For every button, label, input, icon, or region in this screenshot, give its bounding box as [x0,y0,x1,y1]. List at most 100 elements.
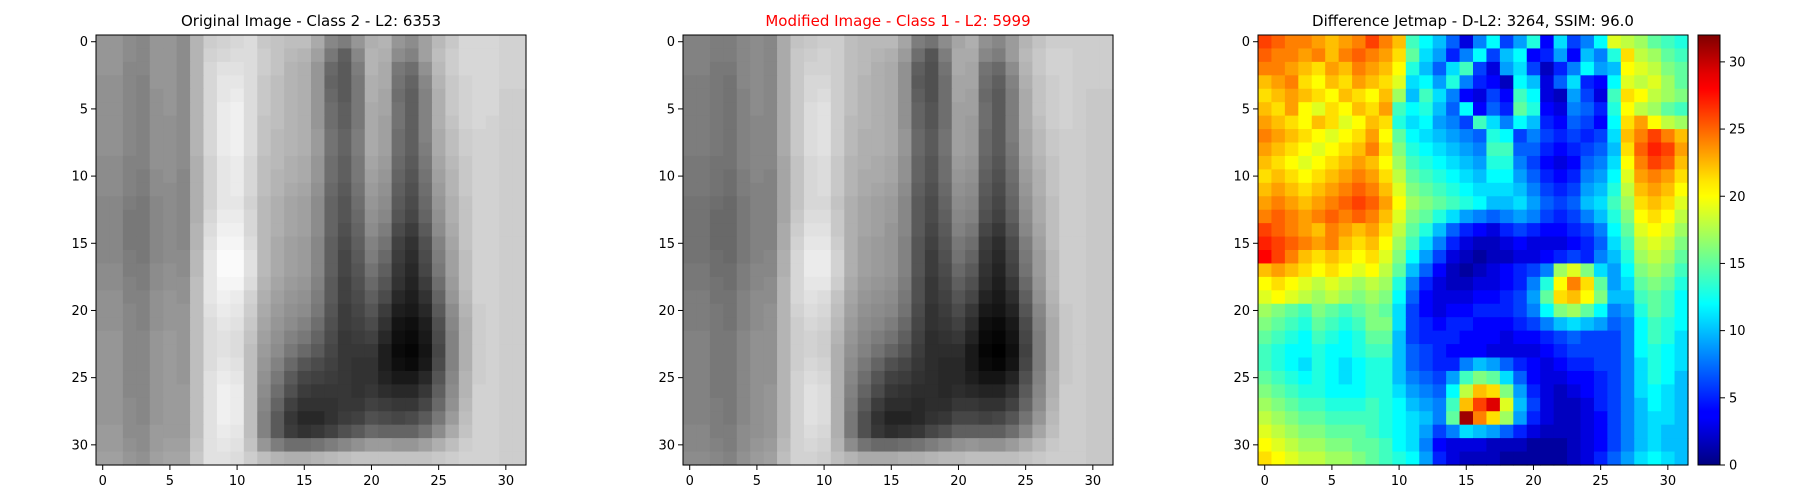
heatmap-cell [1405,129,1420,144]
heatmap-cell [1338,276,1353,291]
heatmap-cell [485,209,500,224]
heatmap-cell [297,438,312,453]
heatmap-cell [1593,357,1608,372]
heatmap-cell [1620,438,1635,453]
heatmap-cell [1540,276,1555,291]
heatmap-cell [1099,155,1114,170]
heatmap-cell [1647,196,1662,211]
heatmap-cell [405,155,420,170]
heatmap-cell [911,182,926,197]
heatmap-cell [1567,317,1582,332]
heatmap-cell [1647,115,1662,130]
heatmap-cell [1045,142,1060,157]
heatmap-cell [284,142,299,157]
heatmap-cell [1499,451,1514,466]
heatmap-cell [1634,303,1649,318]
heatmap-cell [965,236,980,251]
heatmap-cell [1392,451,1407,466]
heatmap-cell [337,330,352,345]
heatmap-cell [1258,451,1273,466]
heatmap-cell [1352,357,1367,372]
heatmap-cell [431,48,446,63]
heatmap-cell [297,357,312,372]
heatmap-cell [696,411,711,426]
heatmap-cell [109,223,124,238]
heatmap-cell [830,344,845,359]
heatmap-cell [1325,424,1340,439]
heatmap-cell [696,196,711,211]
heatmap-cell [1634,276,1649,291]
heatmap-cell [938,370,953,385]
heatmap-cell [203,250,218,265]
heatmap-cell [216,290,231,305]
heatmap-cell [472,250,487,265]
heatmap-cell [951,75,966,90]
heatmap-cell [1580,102,1595,117]
heatmap-cell [1634,169,1649,184]
heatmap-cell [1258,357,1273,372]
heatmap-cell [965,330,980,345]
heatmap-cell [1567,344,1582,359]
colorbar-tick-label: 10 [1729,324,1746,339]
y-tick-label: 0 [1242,35,1250,50]
heatmap-cell [1271,142,1286,157]
heatmap-cell [1674,384,1689,399]
heatmap-cell [337,115,352,130]
heatmap-cell [1271,357,1286,372]
heatmap-cell [1620,182,1635,197]
heatmap-cell [230,290,245,305]
heatmap-cell [1005,424,1020,439]
heatmap-cell [1567,182,1582,197]
heatmap-cell [1513,330,1528,345]
heatmap-cell [391,263,406,278]
heatmap-cell [911,129,926,144]
heatmap-cell [122,397,137,412]
heatmap-cell [1593,276,1608,291]
heatmap-cell [190,397,205,412]
heatmap-cell [1045,397,1060,412]
heatmap-cell [871,384,886,399]
original-image-frame [95,34,527,466]
heatmap-cell [723,290,738,305]
heatmap-cell [1499,75,1514,90]
heatmap-cell [1325,451,1340,466]
heatmap-cell [391,357,406,372]
heatmap-cell [1298,236,1313,251]
heatmap-cell [1593,438,1608,453]
heatmap-cell [1271,61,1286,76]
heatmap-cell [1526,75,1541,90]
heatmap-cell [1045,169,1060,184]
heatmap-cell [871,303,886,318]
heatmap-cell [1365,169,1380,184]
heatmap-cell [499,397,514,412]
heatmap-cell [1607,209,1622,224]
heatmap-cell [203,129,218,144]
heatmap-cell [1499,438,1514,453]
heatmap-cell [1072,424,1087,439]
heatmap-cell [203,276,218,291]
heatmap-cell [803,196,818,211]
heatmap-cell [951,102,966,117]
heatmap-cell [190,169,205,184]
heatmap-cell [857,75,872,90]
heatmap-cell [1005,209,1020,224]
heatmap-cell [1032,75,1047,90]
heatmap-cell [790,370,805,385]
heatmap-cell [149,209,164,224]
heatmap-cell [311,102,326,117]
heatmap-cell [1593,411,1608,426]
heatmap-cell [1284,236,1299,251]
heatmap-cell [405,451,420,466]
heatmap-cell [1258,209,1273,224]
heatmap-cell [418,384,433,399]
heatmap-cell [176,303,191,318]
heatmap-cell [1365,129,1380,144]
heatmap-cell [844,209,859,224]
heatmap-cell [1473,102,1488,117]
heatmap-cell [1059,344,1074,359]
heatmap-cell [951,223,966,238]
heatmap-cell [136,290,151,305]
heatmap-cell [1005,438,1020,453]
difference-jetmap-panel: Difference Jetmap - D-L2: 3264, SSIM: 96… [1233,12,1689,489]
heatmap-cell [844,438,859,453]
